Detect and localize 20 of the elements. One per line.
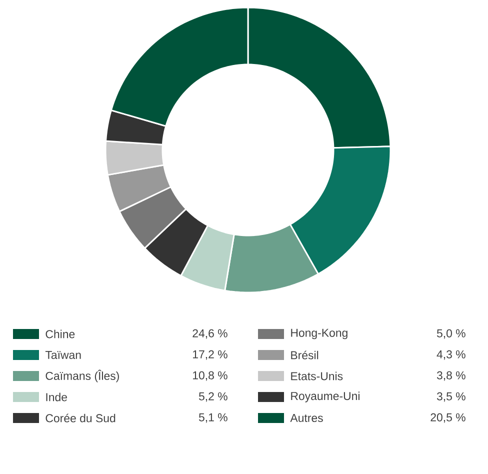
data-label: 3,8 % xyxy=(436,371,466,381)
data-label: 5,2 % xyxy=(198,392,228,402)
data-label: 20,5 % xyxy=(430,413,466,423)
legend-label: Brésil xyxy=(291,350,318,360)
legend-label: Autres xyxy=(290,414,323,422)
legend-label: Etats-Unis xyxy=(291,372,343,380)
data-label: 24,6 % xyxy=(192,329,228,339)
legend-label: Corée du Sud xyxy=(46,414,116,422)
data-label: 17,2 % xyxy=(193,350,228,360)
legend-label: Hong-Kong xyxy=(291,328,348,340)
data-label: 5,0 % xyxy=(436,329,466,339)
data-label: 10,8 % xyxy=(193,371,228,381)
legend-label: Royaume-Uni xyxy=(291,392,360,402)
legend-label: Inde xyxy=(46,392,67,402)
data-label: 3,5 % xyxy=(436,392,466,402)
legend-label: Taïwan xyxy=(45,351,81,359)
legend-label: Caïmans (Îles) xyxy=(46,370,119,382)
legend-label: Chine xyxy=(46,330,75,338)
data-label: 4,3 % xyxy=(436,350,466,360)
data-label: 5,1 % xyxy=(198,413,228,423)
